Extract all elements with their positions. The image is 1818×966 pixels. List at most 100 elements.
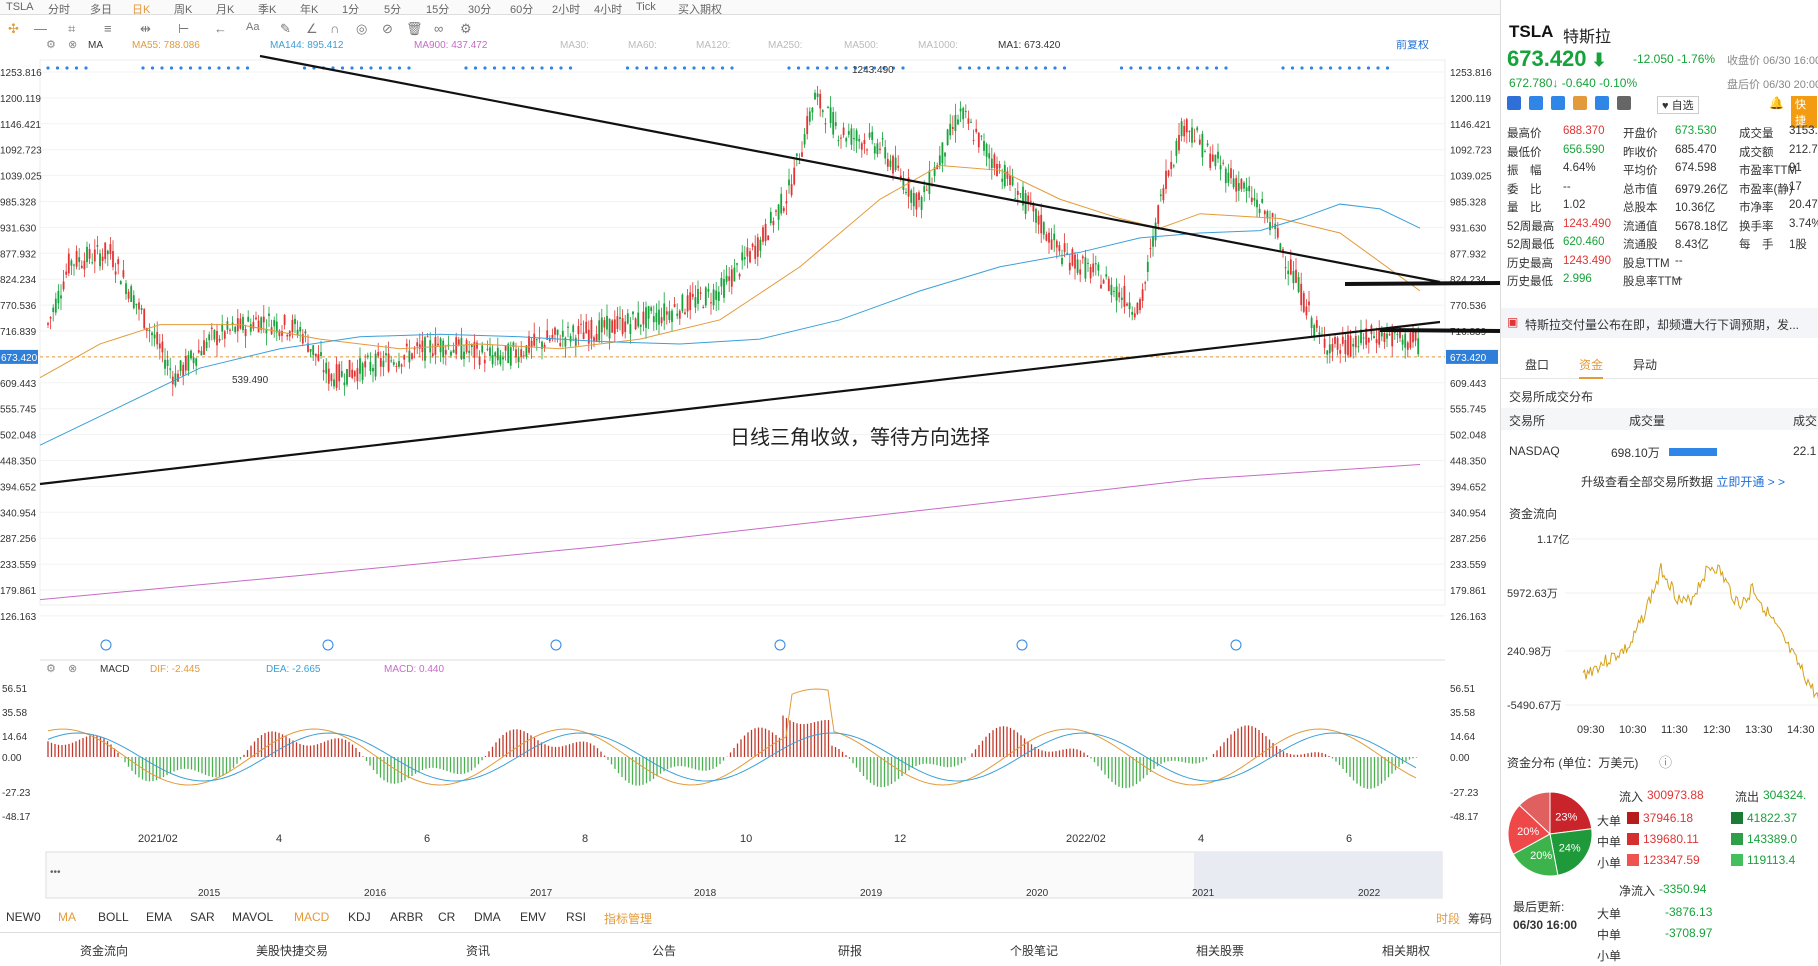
bell-icon[interactable]: 🔔 (1769, 96, 1784, 110)
toolbar-item[interactable]: 1分 (342, 4, 360, 16)
macd-legend-item[interactable]: MACD (100, 664, 129, 675)
close-icon[interactable]: ⊗ (68, 40, 77, 51)
bottom-tab[interactable]: 资讯 (466, 944, 491, 958)
pen-icon[interactable]: ∠ (306, 21, 318, 36)
indicator-tab-new0[interactable]: NEW0 (6, 910, 41, 924)
toolbar-item[interactable]: 周K (174, 4, 193, 16)
badge-icon[interactable] (1595, 96, 1609, 110)
bottom-tab[interactable]: 公告 (652, 944, 677, 958)
toolbar-item[interactable]: 5分 (384, 4, 402, 16)
brush-icon[interactable]: ✎ (280, 21, 291, 36)
ma-legend-item[interactable]: MA500: (844, 40, 878, 51)
ma-legend-item[interactable]: MA (88, 40, 103, 51)
bottom-tab[interactable]: 资金流向 (80, 944, 129, 958)
link-icon[interactable]: ∞ (434, 21, 444, 36)
toolbar-item[interactable]: 30分 (468, 4, 492, 16)
macd-legend-item[interactable]: DEA: -2.665 (266, 664, 321, 675)
earnings-marker[interactable] (1230, 639, 1242, 651)
text-tool-icon[interactable]: Aa (246, 21, 260, 33)
indicator-tab-ma[interactable]: MA (58, 910, 76, 924)
toolbar-item[interactable]: 多日 (90, 4, 112, 16)
toolbar-item[interactable]: 60分 (510, 4, 534, 16)
indicator-tab-指标管理[interactable]: 指标管理 (604, 912, 653, 926)
macd-legend-item[interactable]: MACD: 0.440 (384, 664, 444, 675)
lock-icon[interactable]: ⊘ (382, 21, 393, 36)
bottom-tab[interactable]: 个股笔记 (1010, 944, 1059, 958)
news-banner[interactable]: ▣ 特斯拉交付量公布在即，却频遭大行下调预期，发... (1501, 308, 1818, 338)
indicator-tab-dma[interactable]: DMA (474, 910, 501, 924)
kline-chart[interactable]: 1253.816 1253.816 1200.119 1200.119 1146.421… (0, 40, 1500, 910)
overview-handle-icon[interactable]: ••• (50, 867, 61, 878)
toolbar-item[interactable]: 买入期权 (678, 4, 722, 16)
overview-window[interactable] (1194, 852, 1442, 898)
fib-tool-icon[interactable]: ≡ (104, 21, 112, 36)
badge-icon[interactable] (1573, 96, 1587, 110)
earnings-marker[interactable] (550, 639, 562, 651)
ma-legend-item[interactable]: MA250: (768, 40, 802, 51)
adjust-button[interactable]: 前复权 (1396, 40, 1429, 51)
watchlist-button[interactable]: ♥ 自选 (1657, 96, 1699, 114)
ma-legend-item[interactable]: MA900: 437.472 (414, 40, 488, 51)
trash-icon[interactable]: 🗑 (406, 21, 423, 36)
toolbar-item[interactable]: 4小时 (594, 4, 623, 16)
help-icon[interactable]: ⓘ (1659, 755, 1673, 770)
panel-tab-1[interactable]: 资金 (1579, 356, 1604, 379)
panel-tab-2[interactable]: 异动 (1633, 358, 1658, 372)
macd-close-icon[interactable]: ⊗ (68, 663, 77, 675)
ma-legend-item[interactable]: MA1: 673.420 (998, 40, 1061, 51)
indicator-tab-ema[interactable]: EMA (146, 910, 173, 924)
bottom-tab[interactable]: 相关期权 (1382, 944, 1431, 958)
line-tool-icon[interactable]: — (34, 21, 47, 36)
toolbar-item[interactable]: TSLA (6, 1, 34, 13)
ma-legend-item[interactable]: MA55: 788.086 (132, 40, 200, 51)
macd-settings-icon[interactable]: ⚙ (46, 663, 56, 675)
toolbar-item[interactable]: 季K (258, 4, 277, 16)
earnings-marker[interactable] (1016, 639, 1028, 651)
indicator-tab-arbr[interactable]: ARBR (390, 910, 424, 924)
indicator-tab-boll[interactable]: BOLL (98, 910, 129, 924)
toolbar-item[interactable]: 月K (216, 4, 235, 16)
indicator-tab-rsi[interactable]: RSI (566, 910, 587, 924)
crosshair-icon[interactable]: ✣ (8, 21, 19, 36)
panel-tab-0[interactable]: 盘口 (1525, 358, 1550, 372)
arrow-tool-icon[interactable]: ⇹ (140, 21, 151, 36)
indicator-tab-emv[interactable]: EMV (520, 910, 547, 924)
earnings-marker[interactable] (774, 639, 786, 651)
badge-icon[interactable] (1617, 96, 1631, 110)
ma-legend-item[interactable]: MA30: (560, 40, 589, 51)
indicator-tab-kdj[interactable]: KDJ (348, 910, 371, 924)
earnings-marker[interactable] (322, 639, 334, 651)
channel-tool-icon[interactable]: ⌗ (68, 21, 76, 36)
upgrade-link[interactable]: 立即开通 > > (1716, 475, 1786, 489)
badge-icon[interactable] (1507, 96, 1521, 110)
ruler-icon[interactable]: ⊢ (178, 21, 190, 36)
bottom-tab[interactable]: 研报 (838, 944, 863, 958)
eye-icon[interactable]: ◎ (356, 21, 368, 36)
indicator-right-0[interactable]: 时段 (1436, 912, 1461, 926)
back-arrow-icon[interactable]: ← (214, 21, 227, 36)
ma-legend-item[interactable]: MA1000: (918, 40, 958, 51)
indicator-tab-cr[interactable]: CR (438, 910, 456, 924)
toolbar-item[interactable]: 日K (132, 4, 151, 16)
toolbar-item[interactable]: Tick (636, 1, 656, 13)
ma-legend-item[interactable]: MA120: (696, 40, 730, 51)
settings-icon[interactable]: ⚙ (46, 40, 56, 51)
toolbar-item[interactable]: 年K (300, 4, 319, 16)
magnet-icon[interactable]: ∩ (330, 21, 340, 36)
quick-trade-button[interactable]: 快捷 (1791, 96, 1817, 128)
toolbar-item[interactable]: 2小时 (552, 4, 581, 16)
settings-icon[interactable]: ⚙ (460, 21, 472, 36)
toolbar-item[interactable]: 分时 (48, 4, 70, 16)
toolbar-item[interactable]: 15分 (426, 4, 450, 16)
ma-legend-item[interactable]: MA144: 895.412 (270, 40, 344, 51)
ma-legend-item[interactable]: MA60: (628, 40, 657, 51)
badge-icon[interactable] (1551, 96, 1565, 110)
indicator-tab-sar[interactable]: SAR (190, 910, 215, 924)
bottom-tab[interactable]: 美股快捷交易 (256, 944, 329, 958)
indicator-tab-mavol[interactable]: MAVOL (232, 910, 274, 924)
indicator-tab-macd[interactable]: MACD (294, 910, 330, 924)
earnings-marker[interactable] (100, 639, 112, 651)
indicator-right-1[interactable]: 筹码 (1468, 912, 1493, 926)
macd-legend-item[interactable]: DIF: -2.445 (150, 664, 200, 675)
bottom-tab[interactable]: 相关股票 (1196, 944, 1245, 958)
